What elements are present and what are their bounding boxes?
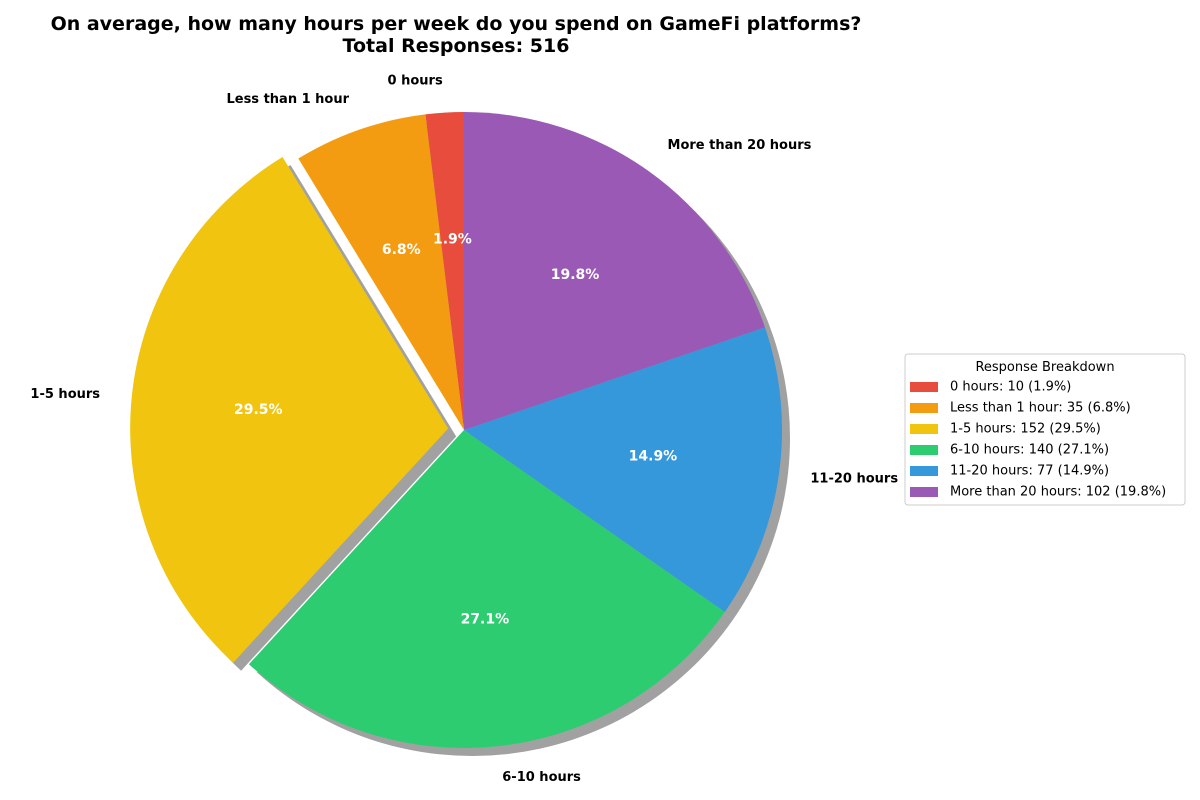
percent-labels: 1.9% 6.8% 29.5% 27.1% 14.9% 19.8% xyxy=(234,232,677,628)
pie-slices xyxy=(130,112,782,748)
percent-label-11-20-hours: 14.9% xyxy=(629,449,678,465)
legend-item-0-hours: 0 hours: 10 (1.9%) xyxy=(910,380,1071,395)
percent-label-less-than-1-hour: 6.8% xyxy=(382,242,421,258)
legend-item-1-5-hours: 1-5 hours: 152 (29.5%) xyxy=(910,422,1101,437)
legend-label-1-5-hours: 1-5 hours: 152 (29.5%) xyxy=(950,422,1101,437)
slice-0-hours xyxy=(425,112,464,430)
legend-items: 0 hours: 10 (1.9%) Less than 1 hour: 35 (… xyxy=(910,380,1166,500)
percent-label-0-hours: 1.9% xyxy=(433,232,472,248)
legend-label-less-than-1-hour: Less than 1 hour: 35 (6.8%) xyxy=(950,401,1131,416)
legend-item-less-than-1-hour: Less than 1 hour: 35 (6.8%) xyxy=(910,401,1131,416)
legend-label-11-20-hours: 11-20 hours: 77 (14.9%) xyxy=(950,464,1109,479)
legend-label-6-10-hours: 6-10 hours: 140 (27.1%) xyxy=(950,443,1109,458)
legend-label-0-hours: 0 hours: 10 (1.9%) xyxy=(950,380,1071,395)
slice-more-than-20-hours xyxy=(464,112,765,430)
legend-swatch-0-hours xyxy=(910,382,938,392)
category-label-6-10-hours: 6-10 hours xyxy=(502,770,581,785)
legend-box xyxy=(904,353,1186,506)
legend-swatch-less-than-1-hour xyxy=(910,403,938,413)
legend-item-more-than-20-hours: More than 20 hours: 102 (19.8%) xyxy=(910,485,1166,500)
slice-less-than-1-hour xyxy=(298,114,464,431)
legend-title: Response Breakdown xyxy=(975,360,1114,375)
category-label-11-20-hours: 11-20 hours xyxy=(810,471,898,486)
legend-swatch-11-20-hours xyxy=(910,466,938,476)
slice-11-20-hours xyxy=(464,327,782,612)
category-label-1-5-hours: 1-5 hours xyxy=(30,387,100,402)
legend-swatch-1-5-hours xyxy=(910,424,938,434)
percent-label-more-than-20-hours: 19.8% xyxy=(551,267,600,283)
legend-item-11-20-hours: 11-20 hours: 77 (14.9%) xyxy=(910,464,1109,479)
legend-swatch-more-than-20-hours xyxy=(910,487,938,497)
category-labels: 0 hours Less than 1 hour 1-5 hours 6-10 hou… xyxy=(30,73,898,785)
slice-1-5-hours xyxy=(130,157,449,663)
category-label-0-hours: 0 hours xyxy=(388,73,443,88)
percent-label-6-10-hours: 27.1% xyxy=(461,612,510,628)
percent-label-1-5-hours: 29.5% xyxy=(234,402,283,418)
chart-subtitle: Total Responses: 516 xyxy=(343,35,570,57)
legend-swatch-6-10-hours xyxy=(910,445,938,455)
category-label-more-than-20-hours: More than 20 hours xyxy=(668,138,812,153)
slice-6-10-hours xyxy=(248,430,725,748)
legend-item-6-10-hours: 6-10 hours: 140 (27.1%) xyxy=(910,443,1109,458)
category-label-less-than-1-hour: Less than 1 hour xyxy=(226,92,349,107)
legend-label-more-than-20-hours: More than 20 hours: 102 (19.8%) xyxy=(950,485,1166,500)
legend: Response Breakdown 0 hours: 10 (1.9%) Les… xyxy=(904,353,1186,506)
chart-title: On average, how many hours per week do y… xyxy=(51,13,862,35)
